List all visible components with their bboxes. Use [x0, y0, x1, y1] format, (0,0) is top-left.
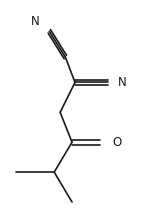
Text: O: O — [112, 136, 121, 149]
Text: N: N — [118, 76, 127, 89]
Text: N: N — [31, 15, 40, 28]
